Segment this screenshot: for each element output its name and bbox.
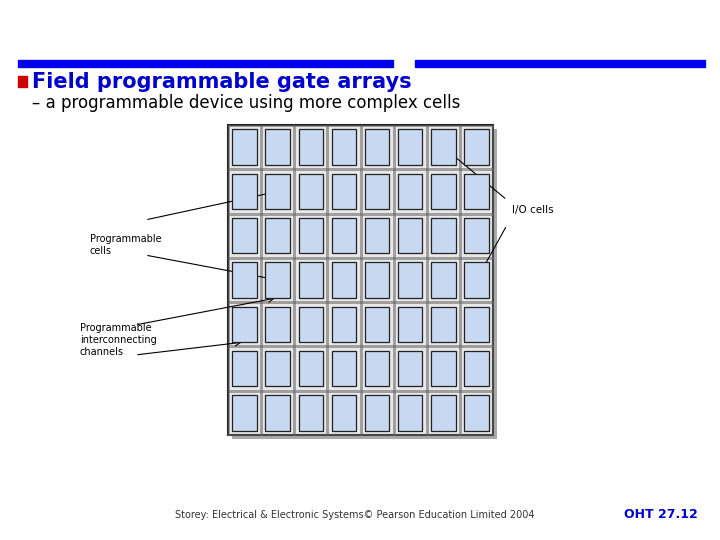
- Text: OHT 27.12: OHT 27.12: [624, 509, 698, 522]
- Bar: [464, 395, 489, 430]
- Bar: [398, 262, 423, 298]
- Bar: [365, 351, 390, 386]
- Bar: [299, 174, 323, 209]
- Bar: [431, 174, 456, 209]
- Bar: [233, 307, 257, 342]
- Text: Programmable
interconnecting
channels: Programmable interconnecting channels: [80, 323, 157, 356]
- Bar: [365, 395, 390, 430]
- Bar: [299, 307, 323, 342]
- Bar: [299, 395, 323, 430]
- Bar: [431, 351, 456, 386]
- Bar: [266, 307, 290, 342]
- Bar: [431, 218, 456, 253]
- Bar: [233, 174, 257, 209]
- Bar: [398, 307, 423, 342]
- Bar: [365, 218, 390, 253]
- Bar: [232, 129, 497, 439]
- Bar: [464, 307, 489, 342]
- Text: – a programmable device using more complex cells: – a programmable device using more compl…: [32, 94, 460, 112]
- Text: Programmable
cells: Programmable cells: [90, 234, 161, 256]
- Bar: [332, 262, 356, 298]
- Bar: [464, 262, 489, 298]
- Bar: [332, 130, 356, 165]
- Bar: [365, 130, 390, 165]
- Bar: [431, 395, 456, 430]
- Bar: [431, 307, 456, 342]
- Bar: [233, 218, 257, 253]
- Bar: [365, 307, 390, 342]
- Bar: [233, 395, 257, 430]
- Bar: [398, 174, 423, 209]
- Bar: [332, 307, 356, 342]
- Bar: [431, 262, 456, 298]
- Bar: [18, 60, 393, 67]
- Bar: [299, 262, 323, 298]
- Bar: [299, 351, 323, 386]
- Bar: [464, 174, 489, 209]
- Bar: [398, 351, 423, 386]
- Bar: [332, 351, 356, 386]
- Text: Field programmable gate arrays: Field programmable gate arrays: [32, 72, 412, 92]
- Bar: [266, 395, 290, 430]
- Text: I/O cells: I/O cells: [512, 205, 554, 215]
- Bar: [431, 130, 456, 165]
- Bar: [332, 174, 356, 209]
- Bar: [266, 351, 290, 386]
- Bar: [233, 262, 257, 298]
- Bar: [464, 130, 489, 165]
- Bar: [266, 218, 290, 253]
- Bar: [266, 130, 290, 165]
- Bar: [415, 60, 705, 67]
- Bar: [266, 174, 290, 209]
- Bar: [365, 262, 390, 298]
- Bar: [233, 130, 257, 165]
- Bar: [365, 174, 390, 209]
- Bar: [228, 125, 493, 435]
- Bar: [398, 395, 423, 430]
- Bar: [332, 218, 356, 253]
- Bar: [299, 218, 323, 253]
- Bar: [398, 130, 423, 165]
- Bar: [233, 351, 257, 386]
- Bar: [398, 218, 423, 253]
- Bar: [332, 395, 356, 430]
- Bar: [464, 351, 489, 386]
- Bar: [299, 130, 323, 165]
- Bar: [464, 218, 489, 253]
- Text: Storey: Electrical & Electronic Systems© Pearson Education Limited 2004: Storey: Electrical & Electronic Systems©…: [175, 510, 535, 520]
- Bar: [18, 76, 27, 87]
- Bar: [266, 262, 290, 298]
